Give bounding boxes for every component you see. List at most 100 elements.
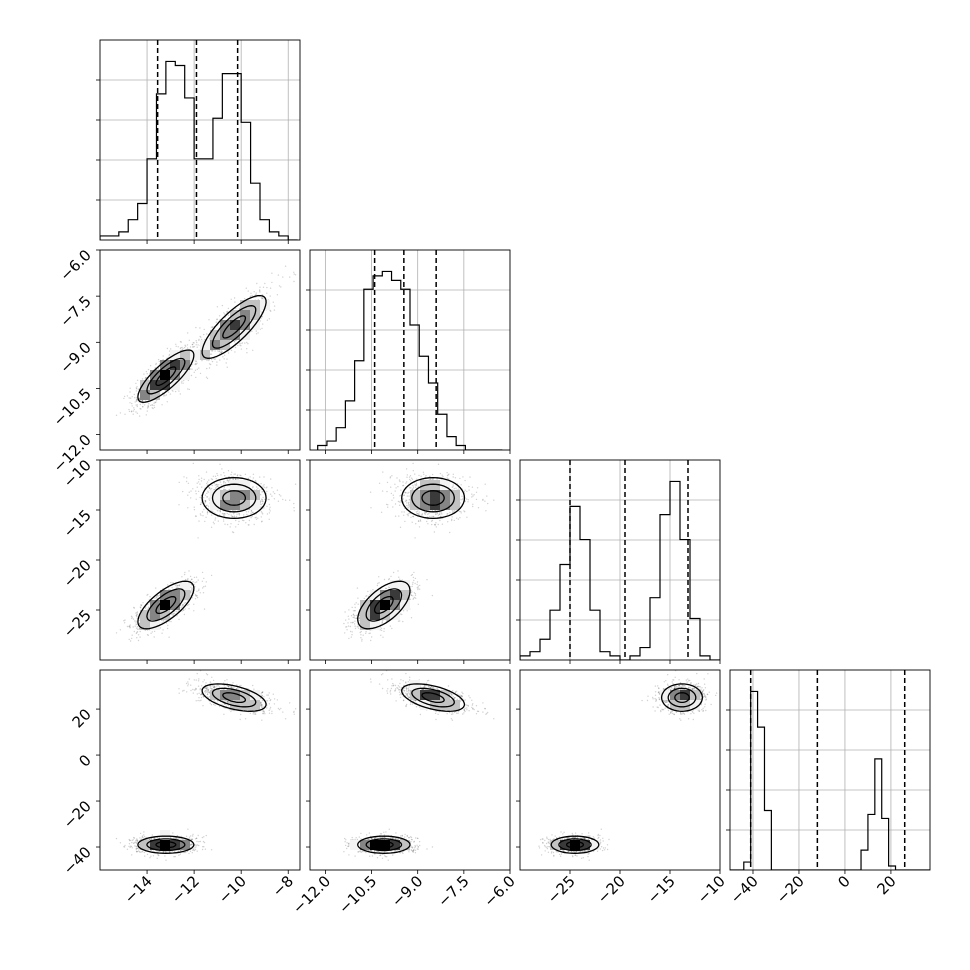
scatter-point bbox=[381, 622, 383, 624]
scatter-point bbox=[439, 519, 441, 522]
scatter-point bbox=[248, 519, 251, 522]
scatter-point bbox=[462, 476, 464, 478]
scatter-point bbox=[222, 520, 225, 522]
scatter-point bbox=[175, 585, 177, 587]
scatter-point bbox=[449, 531, 451, 534]
scatter-point bbox=[392, 506, 394, 508]
scatter-point bbox=[398, 501, 401, 503]
scatter-point bbox=[429, 478, 432, 481]
scatter-point bbox=[177, 587, 179, 589]
scatter-point bbox=[265, 487, 267, 489]
scatter-point bbox=[407, 506, 409, 508]
scatter-point bbox=[226, 358, 228, 360]
scatter-point bbox=[289, 499, 291, 501]
scatter-point bbox=[153, 404, 155, 407]
scatter-point bbox=[196, 362, 198, 364]
contour-line bbox=[155, 595, 177, 615]
scatter-point bbox=[246, 352, 248, 354]
scatter-point bbox=[269, 295, 271, 297]
contour-line bbox=[222, 490, 247, 506]
scatter-point bbox=[200, 514, 202, 516]
scatter-point bbox=[269, 287, 272, 289]
density-cell bbox=[150, 620, 160, 630]
scatter-point bbox=[395, 487, 397, 489]
scatter-point bbox=[245, 511, 248, 513]
scatter-point bbox=[421, 514, 423, 516]
scatter-point bbox=[206, 513, 209, 515]
scatter-point bbox=[404, 520, 406, 523]
scatter-point bbox=[119, 412, 122, 414]
density-cell bbox=[230, 310, 240, 320]
scatter-point bbox=[416, 510, 419, 512]
scatter-point bbox=[181, 348, 183, 351]
scatter-point bbox=[387, 506, 389, 508]
scatter-point bbox=[161, 632, 163, 634]
scatter-point bbox=[463, 510, 465, 512]
scatter-point bbox=[352, 616, 354, 619]
scatter-point bbox=[203, 508, 205, 511]
scatter-point bbox=[126, 395, 129, 397]
scatter-point bbox=[414, 537, 416, 539]
scatter-point bbox=[418, 588, 421, 590]
scatter-point bbox=[195, 595, 198, 597]
scatter-point bbox=[115, 632, 118, 634]
scatter-point bbox=[135, 382, 137, 385]
scatter-point bbox=[147, 593, 149, 596]
scatter-point bbox=[407, 504, 410, 506]
scatter-point bbox=[352, 621, 354, 623]
scatter-point bbox=[257, 332, 259, 334]
scatter-point bbox=[410, 480, 412, 482]
scatter-point bbox=[432, 478, 434, 481]
scatter-point bbox=[388, 578, 390, 580]
density-cell bbox=[180, 360, 190, 370]
scatter-point bbox=[417, 603, 419, 605]
scatter-point bbox=[415, 486, 417, 488]
scatter-point bbox=[462, 498, 464, 500]
scatter-point bbox=[229, 526, 231, 528]
scatter-point bbox=[224, 475, 226, 477]
scatter-point bbox=[350, 621, 352, 624]
scatter-point bbox=[385, 587, 387, 589]
scatter-point bbox=[433, 531, 436, 533]
scatter-point bbox=[264, 498, 266, 501]
scatter-point bbox=[232, 516, 235, 518]
scatter-point bbox=[161, 404, 163, 406]
scatter-point bbox=[123, 397, 125, 400]
scatter-point bbox=[458, 510, 460, 513]
scatter-point bbox=[241, 519, 244, 522]
scatter-point bbox=[400, 500, 402, 502]
scatter-point bbox=[123, 395, 126, 398]
scatter-point bbox=[224, 482, 227, 484]
scatter-point bbox=[466, 490, 468, 493]
scatter-point bbox=[418, 520, 420, 522]
scatter-point bbox=[208, 487, 211, 489]
scatter-point bbox=[220, 350, 223, 352]
scatter-point bbox=[461, 495, 463, 497]
panel-frame bbox=[99, 39, 301, 241]
density-cell bbox=[240, 320, 250, 330]
scatter-point bbox=[191, 368, 193, 370]
scatter-point bbox=[266, 286, 268, 289]
scatter-point bbox=[136, 404, 139, 406]
scatter-point bbox=[153, 630, 156, 633]
scatter-point bbox=[424, 512, 426, 515]
scatter-point bbox=[223, 486, 225, 489]
scatter-point bbox=[183, 602, 185, 604]
scatter-point bbox=[141, 604, 143, 606]
scatter-point bbox=[136, 631, 138, 634]
y-tick-label: −9.0 bbox=[56, 338, 94, 376]
scatter-point bbox=[466, 516, 468, 518]
scatter-point bbox=[155, 362, 157, 365]
scatter-point bbox=[154, 597, 156, 599]
histogram-step bbox=[100, 60, 298, 240]
scatter-point bbox=[191, 578, 193, 580]
scatter-point bbox=[198, 339, 200, 342]
density-cell bbox=[140, 620, 150, 630]
scatter-point bbox=[449, 511, 451, 514]
scatter-point bbox=[129, 624, 131, 626]
scatter-point bbox=[135, 399, 137, 401]
scatter-point bbox=[178, 584, 181, 586]
scatter-point bbox=[123, 622, 126, 624]
scatter-point bbox=[237, 474, 239, 476]
scatter-point bbox=[293, 502, 295, 505]
